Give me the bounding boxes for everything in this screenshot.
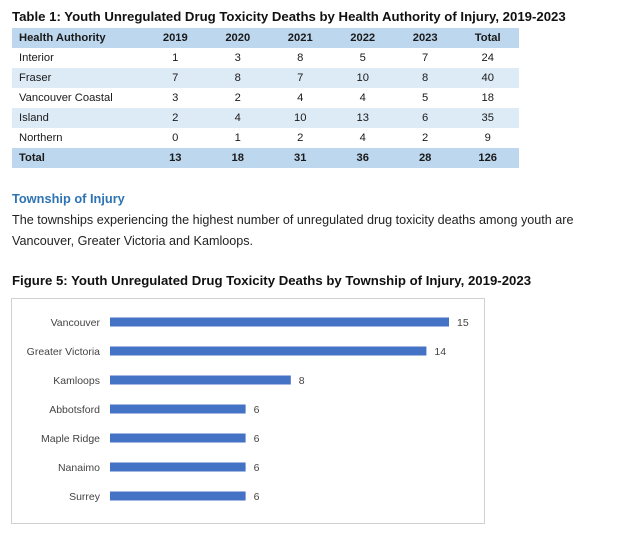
table-cell: 28 — [418, 152, 432, 164]
health-authority-table: Health Authority 2019 2020 2021 2022 202… — [12, 28, 519, 168]
table-cell: 40 — [481, 72, 494, 84]
table-cell: 4 — [359, 132, 366, 144]
table-cell: 8 — [234, 72, 241, 84]
table-cell: 3 — [172, 92, 179, 104]
table-row: Interior 1 3 8 5 7 24 — [12, 48, 519, 68]
table-cell: 7 — [172, 72, 179, 84]
bar — [110, 462, 246, 472]
table-row: Island 2 4 10 13 6 35 — [12, 108, 519, 128]
bar — [110, 404, 246, 414]
table-cell: 10 — [356, 72, 369, 84]
table-cell: 7 — [297, 72, 304, 84]
table-cell: Northern — [19, 132, 63, 144]
table-cell: 10 — [294, 112, 307, 124]
data-label: 8 — [299, 375, 305, 387]
data-label: 14 — [434, 346, 446, 358]
column-header: Health Authority — [19, 32, 106, 44]
table-cell: 35 — [481, 112, 494, 124]
table-cell: 1 — [172, 52, 179, 64]
table-cell: Total — [19, 152, 45, 164]
table-cell: 8 — [297, 52, 304, 64]
column-header: Total — [474, 32, 501, 44]
table-cell: 6 — [422, 112, 429, 124]
table-cell: 13 — [169, 152, 182, 164]
bar-chart-plot: Vancouver 15 Greater Victoria 14 Kamloops 8 Ab… — [27, 317, 469, 503]
table-cell: 36 — [356, 152, 369, 164]
table-cell: 8 — [422, 72, 429, 84]
category-label: Kamloops — [53, 375, 100, 387]
table-cell: 13 — [356, 112, 369, 124]
category-label: Greater Victoria — [27, 346, 100, 358]
table-cell: Interior — [19, 52, 54, 64]
section-heading: Township of Injury — [12, 191, 125, 206]
table-cell: Vancouver Coastal — [19, 92, 113, 104]
table-cell: 7 — [422, 52, 429, 64]
table-title: Table 1: Youth Unregulated Drug Toxicity… — [12, 9, 566, 24]
table-cell: 2 — [297, 132, 304, 144]
figure-title: Figure 5: Youth Unregulated Drug Toxicit… — [12, 273, 532, 288]
bar — [110, 375, 291, 385]
table-total-row: Total 13 18 31 36 28 126 — [12, 148, 519, 168]
bar — [110, 433, 246, 443]
table-cell: 3 — [234, 52, 241, 64]
category-label: Surrey — [69, 491, 101, 503]
table-row: Northern 0 1 2 4 2 9 — [12, 128, 519, 148]
column-header: 2023 — [412, 32, 438, 44]
table-cell: 24 — [481, 52, 494, 64]
bar — [110, 346, 427, 356]
table-cell: 5 — [422, 92, 429, 104]
table-cell: 0 — [172, 132, 179, 144]
data-label: 6 — [254, 404, 260, 416]
table-row: Vancouver Coastal 3 2 4 4 5 18 — [12, 88, 519, 108]
bar — [110, 317, 449, 327]
column-header: 2020 — [225, 32, 251, 44]
category-label: Maple Ridge — [41, 433, 100, 445]
category-label: Nanaimo — [58, 462, 100, 474]
table-cell: 4 — [297, 92, 304, 104]
table-cell: 4 — [359, 92, 366, 104]
body-paragraph: The townships experiencing the highest n… — [12, 213, 574, 248]
table-cell: 5 — [359, 52, 366, 64]
table-header-row: Health Authority 2019 2020 2021 2022 202… — [12, 28, 519, 48]
table-cell: 2 — [422, 132, 429, 144]
data-label: 15 — [457, 317, 469, 329]
table-row: Fraser 7 8 7 10 8 40 — [12, 68, 519, 88]
table-cell: 18 — [231, 152, 244, 164]
table-cell: 1 — [234, 132, 241, 144]
data-label: 6 — [254, 462, 260, 474]
table-cell: Island — [19, 112, 49, 124]
data-label: 6 — [254, 491, 260, 503]
category-label: Abbotsford — [49, 404, 100, 416]
column-header: 2021 — [287, 32, 313, 44]
column-header: 2019 — [162, 32, 188, 44]
table-cell: 4 — [234, 112, 241, 124]
table-cell: 2 — [234, 92, 241, 104]
column-header: 2022 — [350, 32, 376, 44]
table-cell: Fraser — [19, 72, 52, 84]
data-label: 6 — [254, 433, 260, 445]
table-cell: 9 — [484, 132, 491, 144]
table-cell: 18 — [481, 92, 494, 104]
table-cell: 126 — [478, 152, 498, 164]
bar-chart: Vancouver 15 Greater Victoria 14 Kamloops 8 Ab… — [11, 298, 485, 524]
bar — [110, 491, 246, 501]
table-cell: 31 — [294, 152, 307, 164]
category-label: Vancouver — [51, 317, 101, 329]
table-cell: 2 — [172, 112, 179, 124]
